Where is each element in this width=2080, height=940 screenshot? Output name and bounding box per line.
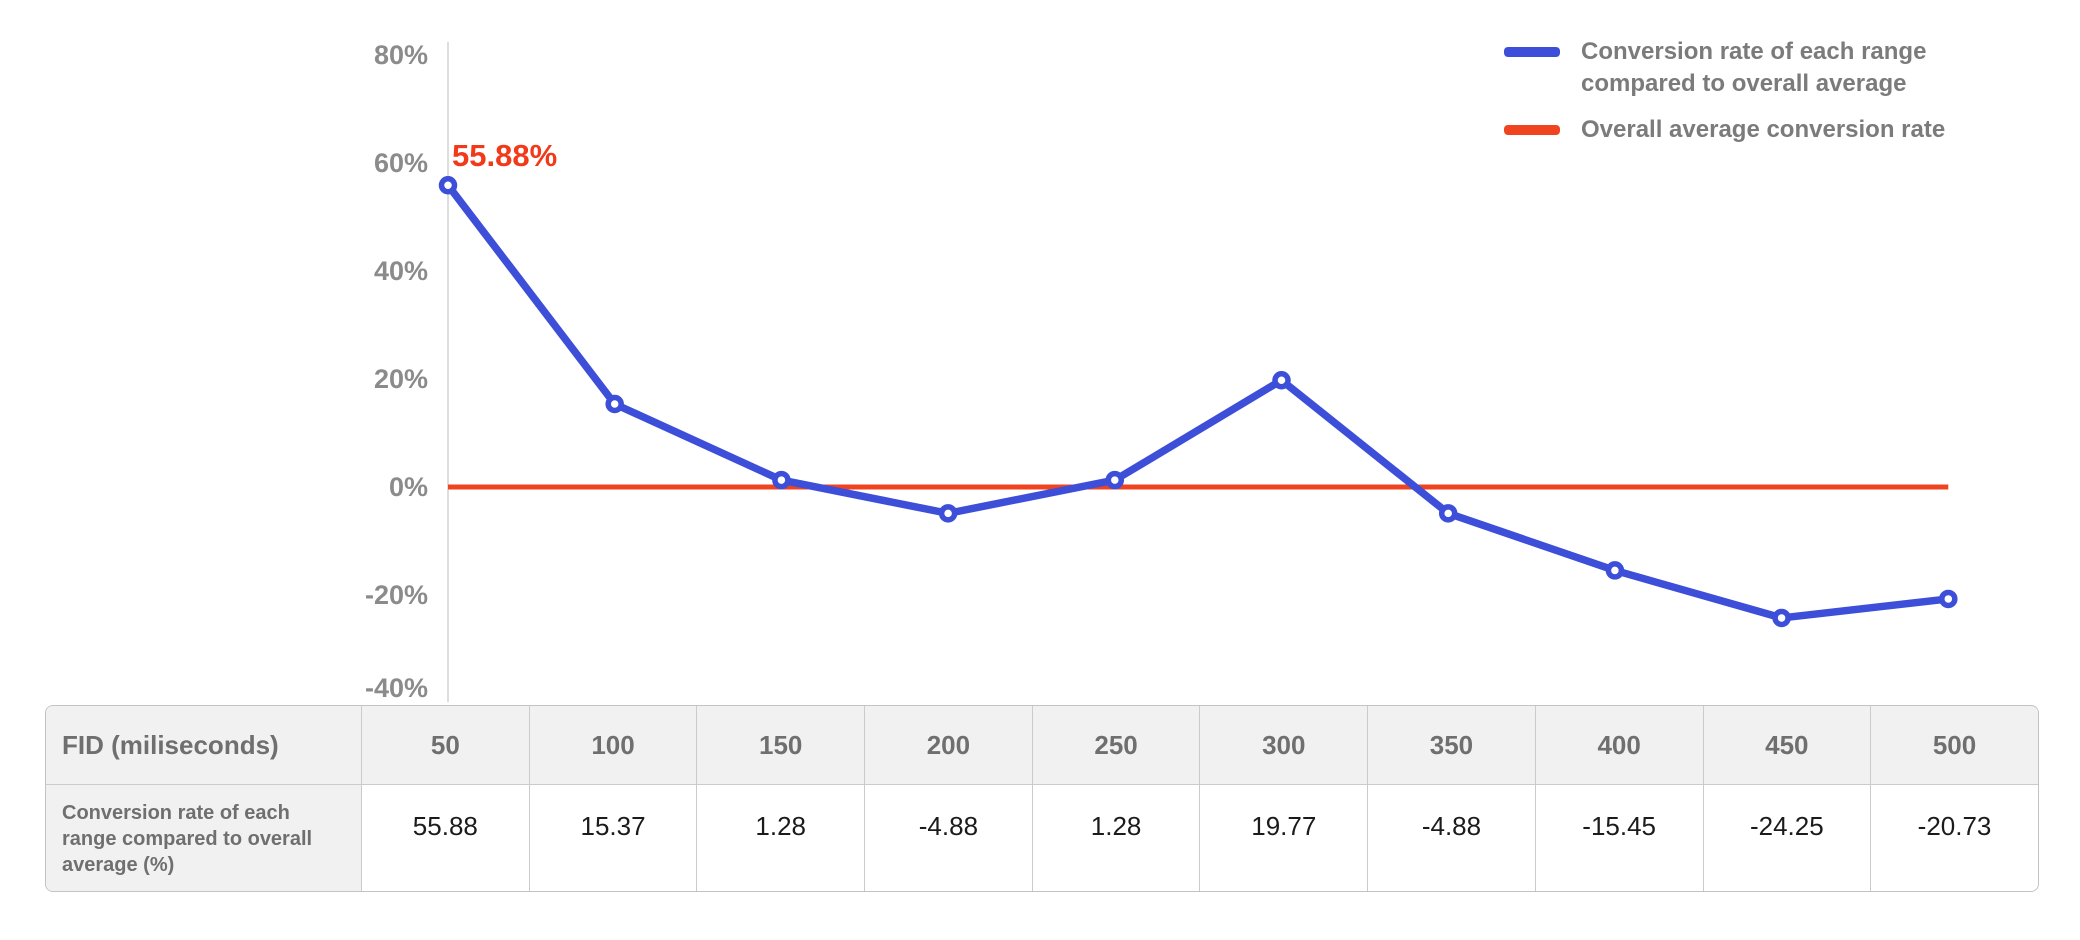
fid-column-header: 300 xyxy=(1199,706,1368,785)
data-table: FID (miliseconds) 50 100 150 200 250 300 350 40… xyxy=(45,705,2039,892)
fid-column-header: 500 xyxy=(1870,706,2038,785)
conversion-value-cell: 55.88 xyxy=(361,785,529,891)
data-point-marker xyxy=(1272,370,1291,390)
conversion-value-cell: -4.88 xyxy=(864,785,1032,891)
data-point-marker xyxy=(938,504,958,523)
y-axis-tick-label: 60% xyxy=(374,148,428,178)
legend-item-average: Overall average conversion rate xyxy=(1504,114,2011,146)
series-line xyxy=(444,181,1953,622)
legend-item-series: Conversion rate of each range compared t… xyxy=(1504,36,2011,100)
fid-column-header: 200 xyxy=(864,706,1032,785)
series-row-label: Conversion rate of each range compared t… xyxy=(46,785,361,891)
y-axis-tick-label: 20% xyxy=(374,364,428,394)
data-point-marker xyxy=(438,175,458,195)
data-point-marker xyxy=(1605,561,1625,580)
data-point-marker xyxy=(772,470,791,490)
data-point-marker xyxy=(605,394,624,414)
fid-column-header: 400 xyxy=(1534,706,1703,785)
data-point-marker xyxy=(1772,608,1791,628)
y-axis-tick-label: -20% xyxy=(365,580,428,610)
fid-column-header: 250 xyxy=(1031,706,1200,785)
conversion-value-cell: -20.73 xyxy=(1870,785,2038,891)
conversion-value-cell: -15.45 xyxy=(1534,785,1703,891)
series-legend-label: Conversion rate of each range compared t… xyxy=(1581,38,1927,97)
line-chart-canvas: 80% 60% 40% 20% 0% -20% -40% 55.88% xyxy=(365,40,1958,703)
y-axis-tick-label: -40% xyxy=(365,673,428,703)
fid-column-header: 350 xyxy=(1367,706,1535,785)
fid-column-header: 100 xyxy=(528,706,697,785)
conversion-value-cell: 15.37 xyxy=(528,785,697,891)
y-axis-tick-label: 80% xyxy=(374,40,428,70)
average-legend-label: Overall average conversion rate xyxy=(1581,116,1946,143)
conversion-value-cell: 1.28 xyxy=(1031,785,1200,891)
conversion-value-cell: -4.88 xyxy=(1367,785,1535,891)
table-header-row: FID (miliseconds) 50 100 150 200 250 300 350 40… xyxy=(46,706,2038,785)
fid-header-label: FID (miliseconds) xyxy=(46,706,361,785)
fid-column-header: 450 xyxy=(1702,706,1871,785)
series-line-swatch xyxy=(1504,47,1560,57)
y-axis-tick-label: 40% xyxy=(374,256,428,286)
data-point-marker xyxy=(1438,504,1458,523)
fid-column-header: 50 xyxy=(361,706,529,785)
chart-legend: Conversion rate of each range compared t… xyxy=(1504,36,2011,146)
y-axis-tick-label: 0% xyxy=(389,472,428,502)
average-line-swatch xyxy=(1504,125,1560,135)
table-value-row: Conversion rate of each range compared t… xyxy=(46,785,2038,891)
conversion-value-cell: 19.77 xyxy=(1199,785,1368,891)
first-point-annotation: 55.88% xyxy=(452,138,557,173)
data-point-marker xyxy=(1105,470,1125,490)
data-point-marker xyxy=(1939,589,1958,609)
fid-column-header: 150 xyxy=(696,706,865,785)
conversion-value-cell: 1.28 xyxy=(696,785,865,891)
conversion-value-cell: -24.25 xyxy=(1702,785,1871,891)
